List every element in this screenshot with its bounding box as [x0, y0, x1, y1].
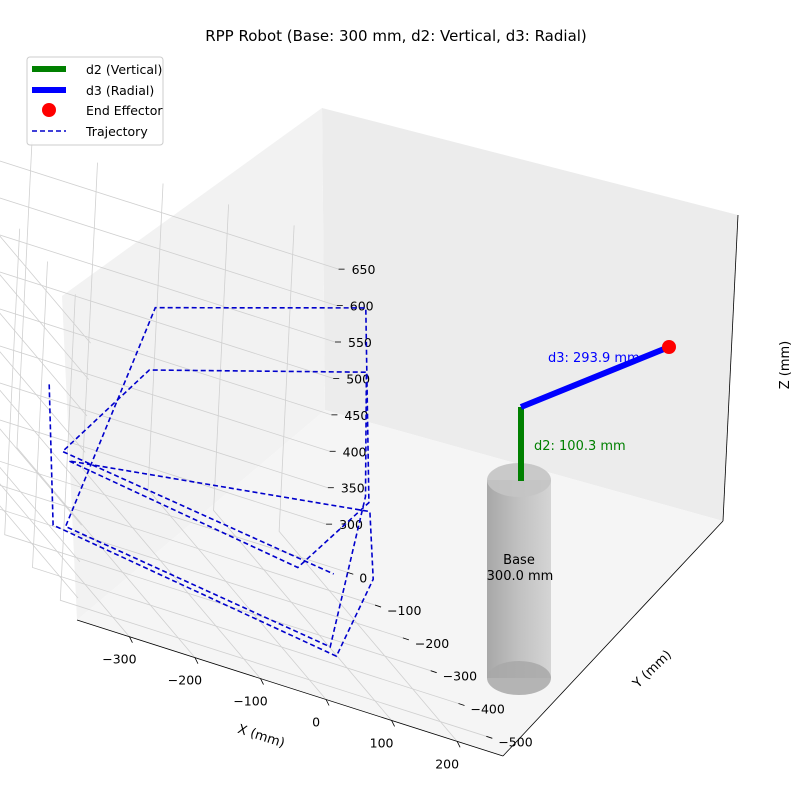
x-tick-5 [456, 741, 461, 748]
z-axis-label: Z (mm) [778, 341, 793, 390]
x-tick-label-4: 100 [370, 735, 394, 750]
y-tick-label-2: −200 [415, 636, 449, 651]
d2-annotation: d2: 100.3 mm [534, 439, 626, 454]
z-tick-label-7: 650 [352, 262, 376, 277]
y-axis-line [502, 520, 724, 757]
z-tick-label-6: 600 [350, 299, 374, 314]
chart-title: RPP Robot (Base: 300 mm, d2: Vertical, d… [205, 27, 587, 45]
left-pane [62, 108, 325, 620]
legend-label-d2: d2 (Vertical) [86, 62, 162, 77]
legend-label-d3: d3 (Radial) [86, 83, 154, 98]
x-ticks: −300 −200 −100 0 100 200 [102, 636, 461, 771]
z-axis-line [722, 214, 739, 522]
x-tick-4 [391, 720, 395, 727]
y-tick-label-3: −300 [443, 669, 477, 684]
x-tick-label-1: −200 [168, 673, 202, 688]
grid-line-y-2 [0, 508, 403, 639]
y-tick-1 [374, 604, 382, 608]
legend-label-end-effector: End Effector [86, 103, 163, 118]
z-tick-label-3: 450 [344, 408, 368, 423]
grid-line-z-6 [0, 197, 337, 380]
x-tick-label-3: 0 [312, 715, 320, 730]
x-tick-3 [325, 699, 330, 706]
axis-edges [76, 214, 739, 757]
legend-swatch-end-effector [42, 103, 56, 117]
y-tick-4 [458, 703, 465, 706]
x-tick-label-5: 200 [435, 756, 459, 771]
back-pane [322, 108, 738, 521]
z-tick-label-5: 550 [348, 335, 372, 350]
grid-line-z-0 [0, 419, 327, 599]
x-tick-label-2: −100 [233, 694, 267, 709]
grid-line-z-4 [0, 271, 334, 453]
base-cylinder-bottom [487, 661, 551, 695]
z-tick-label-4: 500 [346, 371, 370, 386]
y-tick-label-0: 0 [359, 570, 367, 585]
x-tick-1 [194, 657, 199, 664]
legend-box [26, 56, 164, 146]
base-cylinder-body [487, 480, 551, 678]
grid-line-z-5 [0, 234, 336, 417]
grid-line-z-3 [0, 308, 332, 490]
grid-line-y-0 [0, 460, 348, 573]
grid-line-x-0 [0, 483, 130, 637]
z-tick-label-1: 350 [341, 481, 365, 496]
y-tick-5 [486, 735, 493, 739]
base-label: Base [503, 553, 535, 568]
z-tick-label-0: 300 [339, 517, 363, 532]
legend-label-trajectory: Trajectory [85, 124, 148, 139]
base-cylinder [487, 463, 551, 695]
x-tick-0 [129, 636, 133, 643]
grid-lines [0, 141, 487, 742]
y-tick-label-4: −400 [471, 702, 505, 717]
x-axis-label: X (mm) [236, 722, 287, 751]
grid-line-z-1 [0, 382, 328, 562]
x-axis-line [76, 619, 504, 757]
y-tick-3 [430, 670, 437, 674]
y-axis-label: Y (mm) [630, 648, 675, 693]
grid-line-y-1 [0, 484, 376, 606]
grid-line-z-7 [0, 160, 339, 344]
y-tick-0 [347, 571, 354, 575]
y-tick-label-1: −100 [387, 603, 421, 618]
z-ticks: 300 350 400 450 500 550 600 650 [326, 262, 375, 532]
base-value-label: 300.0 mm [487, 569, 554, 584]
grid-line-z-2 [0, 345, 330, 526]
y-tick-label-5: −500 [498, 734, 532, 749]
x-tick-label-0: −300 [102, 652, 136, 667]
legend: d2 (Vertical) d3 (Radial) End Effector T… [26, 56, 164, 146]
y-ticks: 0 −100 −200 −300 −400 −500 [347, 570, 533, 749]
d3-annotation: d3: 293.9 mm [548, 351, 640, 366]
d3-link [519, 344, 671, 410]
y-tick-2 [402, 637, 410, 641]
z-tick-label-2: 400 [343, 444, 367, 459]
x-tick-2 [260, 678, 264, 685]
end-effector-marker [662, 340, 676, 354]
